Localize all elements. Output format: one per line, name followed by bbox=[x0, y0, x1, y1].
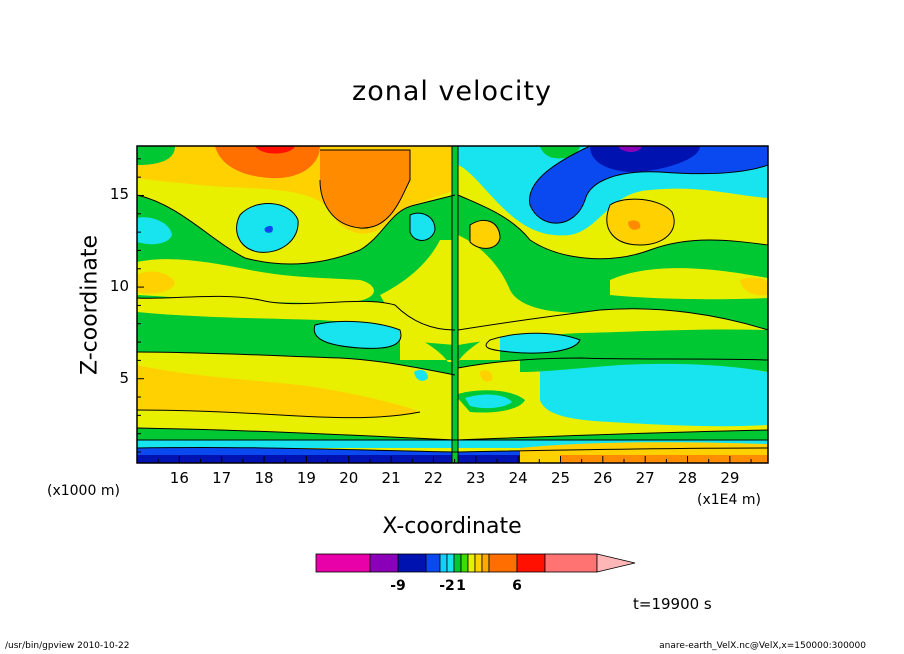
center-yellow-tongue-right bbox=[458, 235, 600, 330]
center-orange-cell bbox=[470, 220, 500, 249]
x-tick-label: 23 bbox=[466, 469, 486, 487]
colorbar-tick-label: 1 bbox=[456, 578, 466, 594]
colorbar-tick-label: -2 bbox=[439, 578, 455, 594]
left-cyan-core bbox=[264, 225, 273, 233]
chart-title: zonal velocity bbox=[352, 76, 552, 107]
y-axis-unit: (x1000 m) bbox=[47, 483, 120, 499]
y-tick-label: 10 bbox=[109, 277, 129, 296]
x-tick-label: 22 bbox=[423, 469, 443, 487]
colorbar-segment bbox=[544, 553, 598, 573]
colorbar-segment bbox=[453, 553, 462, 573]
x-axis-label: X-coordinate bbox=[382, 514, 522, 539]
left-orange-cell bbox=[137, 271, 175, 294]
colorbar-segment bbox=[446, 553, 455, 573]
colorbar-segment bbox=[439, 553, 448, 573]
colorbar-tick-label: -9 bbox=[390, 578, 406, 594]
x-tick-label: 29 bbox=[720, 469, 740, 487]
x-tick-label: 25 bbox=[550, 469, 571, 487]
bottom-green-band bbox=[137, 428, 768, 440]
colorbar-extend-arrow bbox=[596, 553, 636, 573]
colorbar-segment bbox=[516, 553, 546, 573]
colorbar-segment bbox=[315, 553, 371, 573]
colorbar bbox=[315, 553, 636, 573]
colorbar-segment bbox=[474, 553, 483, 573]
y-axis-label: Z-coordinate bbox=[77, 235, 103, 375]
colorbar-tick-label: 6 bbox=[512, 578, 522, 594]
center-yellow-funnel bbox=[400, 330, 500, 362]
left-yellow-lens bbox=[137, 259, 374, 303]
colorbar-segment bbox=[425, 553, 441, 573]
footer-right: anare-earth_VelX.nc@VelX,x=150000:300000 bbox=[659, 641, 866, 651]
top-purple-core bbox=[618, 146, 642, 152]
top-red-core bbox=[255, 146, 295, 154]
lower-mid-cyan-patch bbox=[465, 394, 512, 409]
y-tick-label: 5 bbox=[119, 368, 129, 387]
center-seam bbox=[452, 146, 458, 463]
upper-left-darkorange-region bbox=[320, 150, 410, 229]
y-tick-label: 15 bbox=[109, 185, 129, 204]
colorbar-segment bbox=[397, 553, 427, 573]
center-yellow-tongue bbox=[380, 240, 455, 330]
x-tick-label: 28 bbox=[677, 469, 698, 487]
x-tick-label: 27 bbox=[635, 469, 655, 487]
plot-frame bbox=[136, 145, 769, 464]
top-left-green-region bbox=[137, 146, 175, 165]
colorbar-segment bbox=[481, 553, 490, 573]
lower-right-cyan-cell bbox=[486, 333, 580, 354]
top-red-region bbox=[215, 146, 320, 179]
far-right-orange-cell bbox=[740, 277, 768, 296]
lower-left-orange-region bbox=[137, 365, 420, 418]
x-tick-label: 20 bbox=[339, 469, 359, 487]
footer-left: /usr/bin/gpview 2010-10-22 bbox=[5, 641, 130, 651]
contour-lines bbox=[137, 146, 768, 463]
upper-right-darkblue-region bbox=[590, 146, 700, 172]
x-tick-label: 24 bbox=[508, 469, 528, 487]
colorbar-segment bbox=[460, 553, 469, 573]
lower-green-band bbox=[137, 312, 455, 375]
small-cyan-cell-a bbox=[414, 370, 428, 381]
x-tick-label: 16 bbox=[169, 469, 189, 487]
right-orange-core bbox=[628, 220, 641, 230]
center-cyan-cell bbox=[410, 213, 435, 241]
lower-left-cyan-cell bbox=[314, 321, 401, 349]
x-tick-label: 26 bbox=[593, 469, 613, 487]
right-yellow-lens bbox=[610, 268, 768, 300]
time-annotation: t=19900 s bbox=[633, 595, 712, 613]
contour-field bbox=[137, 146, 768, 463]
left-edge-cyan-cell bbox=[137, 217, 172, 245]
bottom-right-red-band bbox=[560, 455, 768, 463]
colorbar-segment bbox=[369, 553, 399, 573]
colorbar-segment bbox=[467, 553, 476, 573]
x-tick-label: 21 bbox=[381, 469, 401, 487]
x-tick-label: 17 bbox=[212, 469, 232, 487]
colorbar-segment bbox=[488, 553, 518, 573]
x-tick-label: 19 bbox=[296, 469, 316, 487]
right-orange-cell bbox=[606, 199, 675, 245]
upper-right-blue-region bbox=[529, 146, 768, 224]
lower-right-cyan-region bbox=[540, 361, 768, 427]
upper-right-green-patch bbox=[540, 146, 580, 159]
x-axis-unit: (x1E4 m) bbox=[697, 492, 761, 508]
small-orange-cell-b bbox=[480, 370, 493, 382]
tick-marks bbox=[137, 158, 752, 463]
x-tick-label: 18 bbox=[254, 469, 274, 487]
